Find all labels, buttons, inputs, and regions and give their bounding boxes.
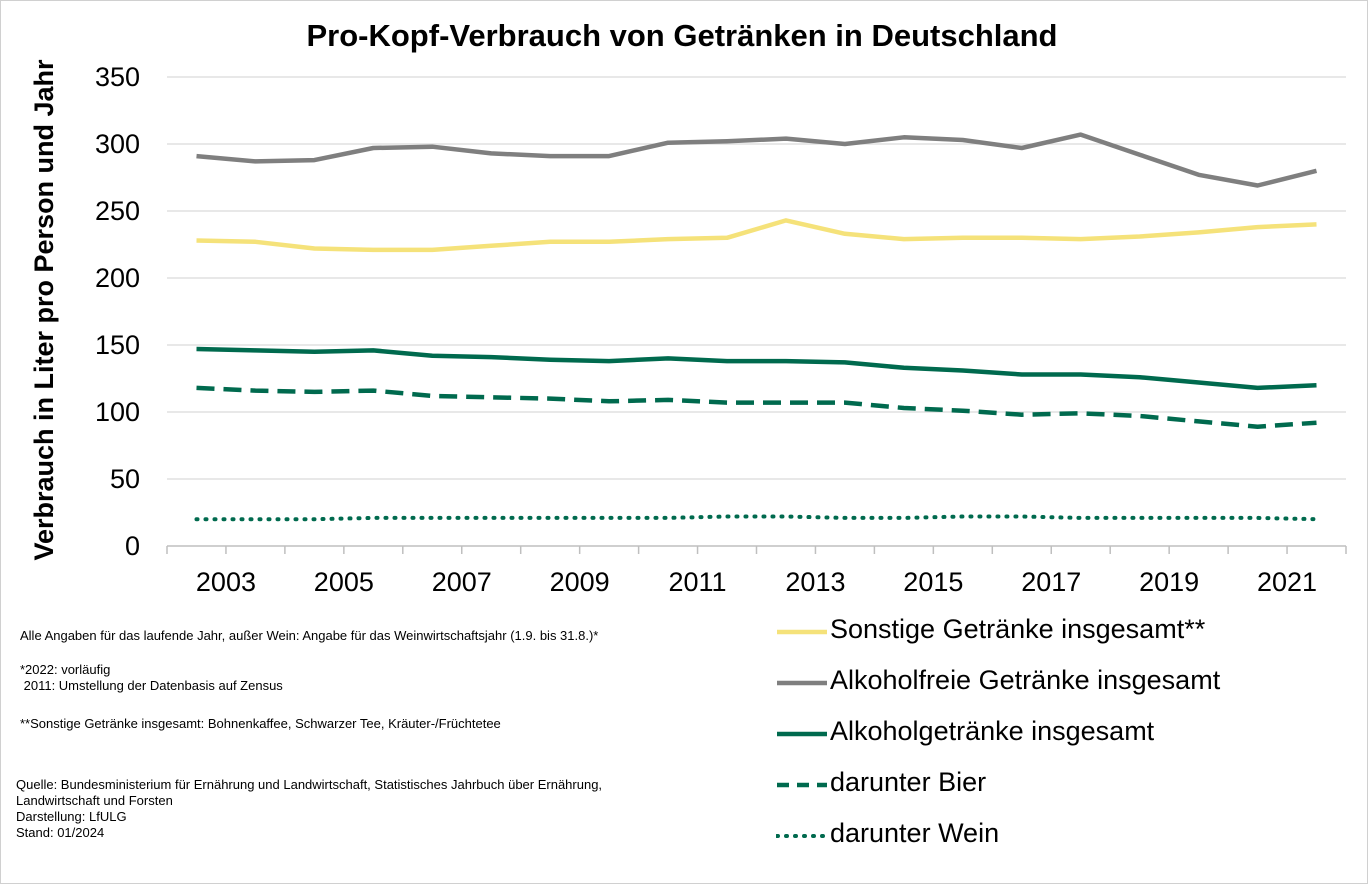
x-tick-label: 2019 (1139, 567, 1199, 597)
legend-label-sonstige: Sonstige Getränke insgesamt** (830, 614, 1206, 644)
legend-label-alkoholgetraenke: Alkoholgetränke insgesamt (830, 716, 1155, 746)
chart-title: Pro-Kopf-Verbrauch von Getränken in Deut… (306, 18, 1057, 53)
x-tick-label: 2003 (196, 567, 256, 597)
series-lines (194, 132, 1319, 522)
x-tick-label: 2007 (432, 567, 492, 597)
note-line-3: 2011: Umstellung der Datenbasis auf Zens… (20, 678, 283, 693)
legend-item-alkoholfreie: Alkoholfreie Getränke insgesamt (776, 663, 1336, 714)
x-tick-label: 2021 (1257, 567, 1317, 597)
legend-swatch-alkoholfreie (777, 680, 827, 686)
y-tick-label: 300 (95, 129, 140, 159)
y-tick-label: 250 (95, 196, 140, 226)
legend-swatch-sonstige (777, 629, 827, 635)
legend-item-alkoholgetraenke: Alkoholgetränke insgesamt (776, 714, 1336, 765)
legend-swatch-bier (777, 782, 827, 788)
x-axis (166, 545, 1347, 554)
legend-swatch-alkoholgetraenke (777, 731, 827, 737)
x-tick-label: 2017 (1021, 567, 1081, 597)
x-tick-label: 2015 (903, 567, 963, 597)
note-line-1: Alle Angaben für das laufende Jahr, auße… (20, 628, 599, 643)
legend-label-alkoholfreie: Alkoholfreie Getränke insgesamt (830, 665, 1221, 695)
legend-label-bier: darunter Bier (830, 767, 987, 797)
legend-label-wein: darunter Wein (830, 818, 1000, 848)
x-tick-label: 2013 (785, 567, 845, 597)
y-tick-label: 200 (95, 263, 140, 293)
source-line-4: Stand: 01/2024 (16, 825, 105, 840)
legend-item-wein: darunter Wein (776, 816, 1336, 867)
legend-swatch-wein (776, 834, 828, 838)
y-tick-label: 150 (95, 330, 140, 360)
series-line-sonstige (196, 218, 1317, 253)
gridlines (167, 76, 1346, 480)
series-line-alkoholfreie (196, 132, 1318, 188)
y-tick-label: 100 (95, 397, 140, 427)
chart-legend: Sonstige Getränke insgesamt** Alkoholfre… (776, 612, 1336, 867)
note-line-4: **Sonstige Getränke insgesamt: Bohnenkaf… (20, 716, 501, 731)
source-line-3: Darstellung: LfULG (16, 809, 127, 824)
y-tick-label: 0 (125, 531, 140, 561)
note-line-2: *2022: vorläufig (20, 662, 111, 677)
legend-item-bier: darunter Bier (776, 765, 1336, 816)
source-line-1: Quelle: Bundesministerium für Ernährung … (16, 777, 603, 792)
series-line-alkoholgetraenke (196, 346, 1317, 391)
series-line-wein (194, 514, 1319, 522)
x-axis-ticks: 2003 2005 2007 2009 2011 2013 2015 2017 2019 2021 (196, 567, 1317, 597)
y-axis-label: Verbrauch in Liter pro Person und Jahr (29, 59, 59, 561)
x-tick-label: 2011 (669, 567, 727, 597)
y-tick-label: 50 (110, 464, 140, 494)
y-axis-ticks: 0 50 100 150 200 250 300 350 (95, 62, 140, 561)
source-line-2: Landwirtschaft und Forsten (16, 793, 173, 808)
y-tick-label: 350 (95, 62, 140, 92)
series-line-bier (196, 385, 1317, 429)
legend-item-sonstige: Sonstige Getränke insgesamt** (776, 612, 1336, 663)
x-tick-label: 2005 (314, 567, 374, 597)
x-tick-label: 2009 (550, 567, 610, 597)
